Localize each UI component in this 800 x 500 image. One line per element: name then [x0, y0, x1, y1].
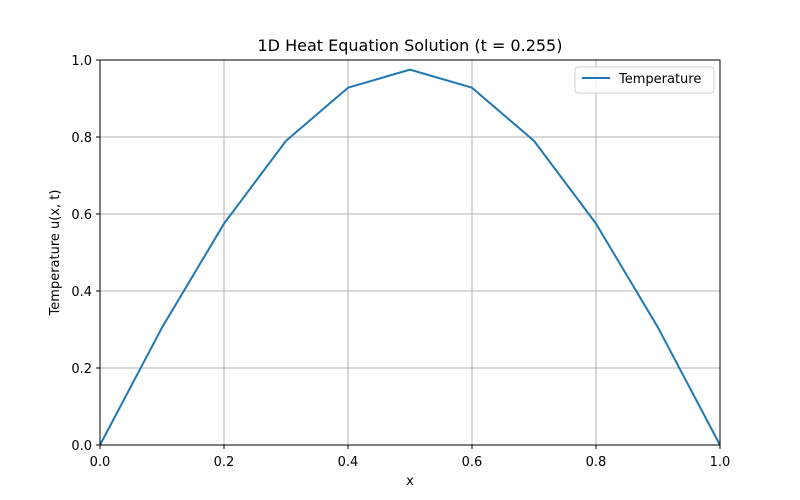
series-layer	[99, 68, 721, 446]
y-tick-label: 0.6	[71, 208, 92, 223]
x-tick-label: 1.0	[710, 455, 731, 470]
x-tick-label: 0.6	[462, 455, 483, 470]
legend-label: Temperature	[618, 72, 701, 87]
legend: Temperature	[574, 66, 715, 94]
y-axis-label: Temperature u(x, t)	[48, 190, 63, 317]
grid	[99, 59, 721, 446]
x-tick-label: 0.4	[338, 455, 359, 470]
series-line-temperature	[99, 68, 721, 446]
x-tick-label: 0.0	[90, 455, 111, 470]
y-tick-label: 0.8	[71, 131, 92, 146]
x-tick-label: 0.8	[586, 455, 607, 470]
x-axis-label: x	[406, 474, 414, 489]
plot-frame	[99, 59, 721, 446]
y-tick-label: 0.2	[71, 362, 92, 377]
legend-box	[574, 66, 715, 94]
ticks: 0.0 0.2 0.4 0.6 0.8 1.0 0.0 0.2 0.4 0.6 0.8 1.0	[71, 54, 730, 470]
x-tick-label: 0.2	[214, 455, 235, 470]
y-tick-label: 1.0	[71, 54, 92, 69]
chart-title: 1D Heat Equation Solution (t = 0.255)	[258, 36, 563, 55]
y-tick-label: 0.4	[71, 285, 92, 300]
y-tick-label: 0.0	[71, 439, 92, 454]
